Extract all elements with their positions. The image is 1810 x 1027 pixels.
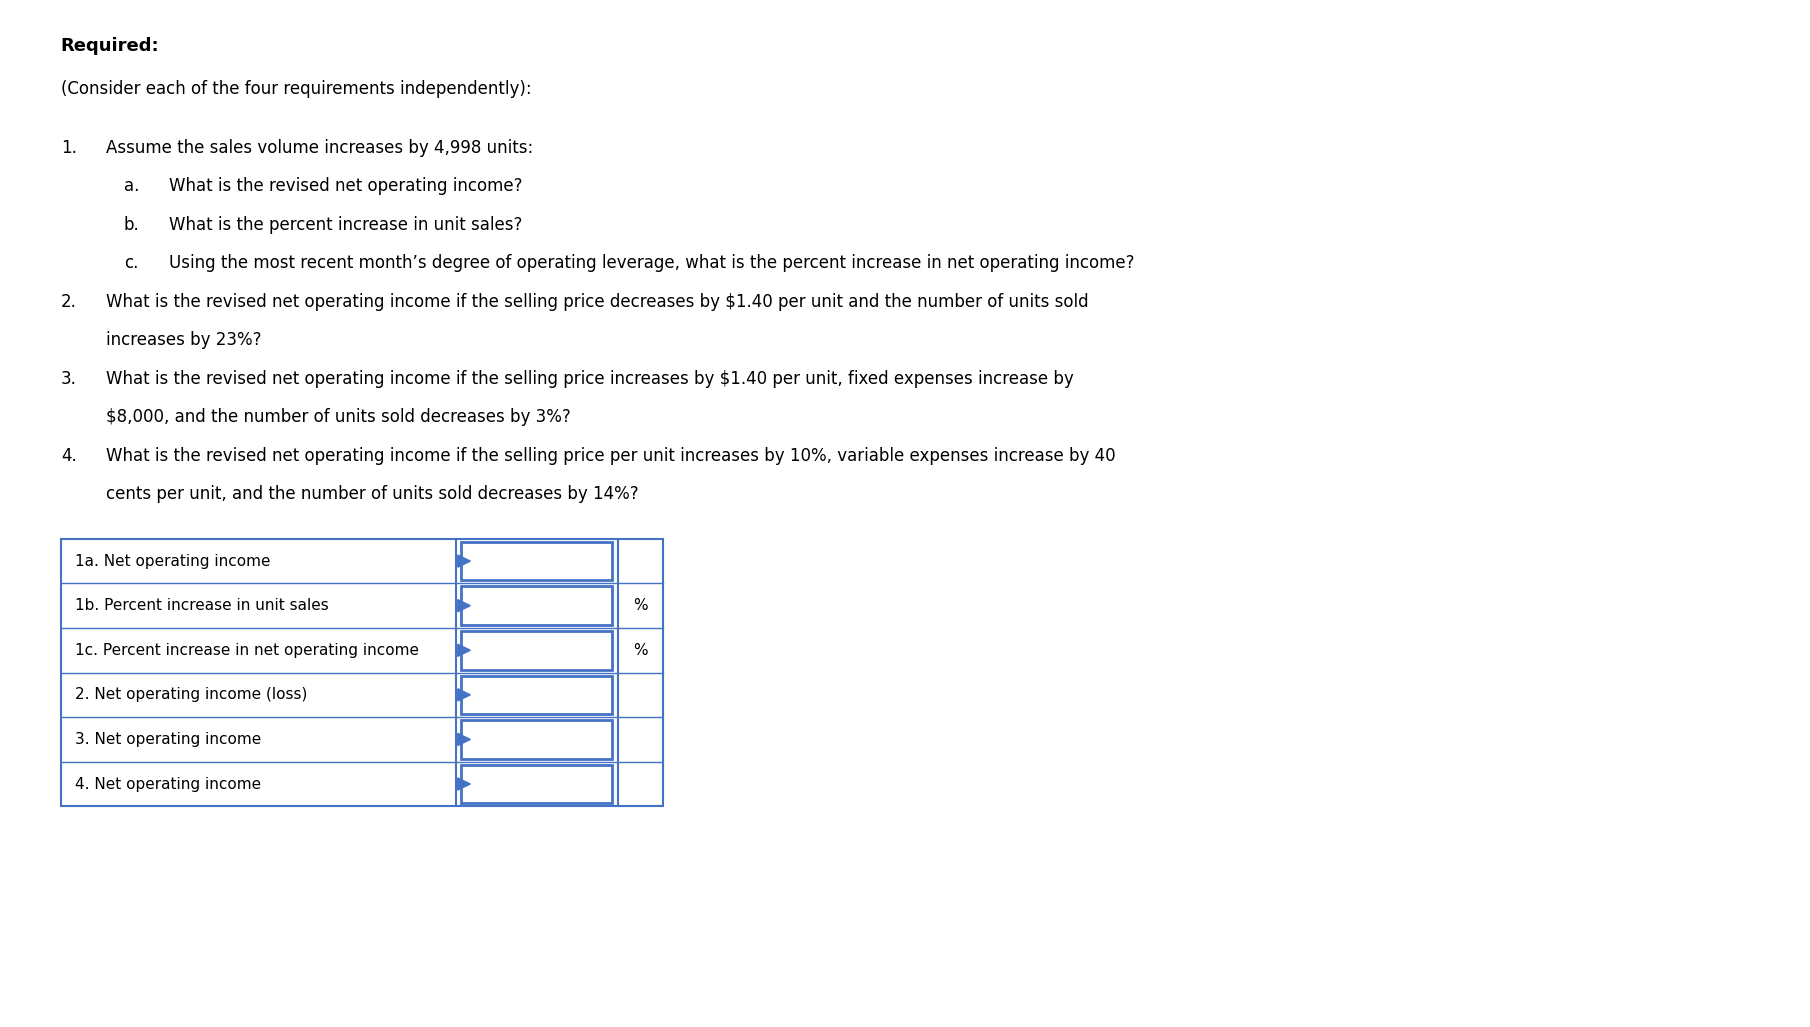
Text: Using the most recent month’s degree of operating leverage, what is the percent : Using the most recent month’s degree of … [168, 254, 1135, 272]
Text: Assume the sales volume increases by 4,998 units:: Assume the sales volume increases by 4,9… [105, 139, 532, 157]
Text: What is the revised net operating income if the selling price per unit increases: What is the revised net operating income… [105, 447, 1115, 464]
Polygon shape [458, 555, 471, 567]
Text: 4.: 4. [62, 447, 76, 464]
Text: 1b. Percent increase in unit sales: 1b. Percent increase in unit sales [76, 598, 329, 613]
Text: 1a. Net operating income: 1a. Net operating income [76, 554, 272, 569]
Text: cents per unit, and the number of units sold decreases by 14%?: cents per unit, and the number of units … [105, 485, 639, 503]
Text: c.: c. [123, 254, 138, 272]
Text: Required:: Required: [62, 37, 159, 55]
Text: 3. Net operating income: 3. Net operating income [76, 732, 261, 747]
Bar [462, 542, 612, 580]
Text: What is the percent increase in unit sales?: What is the percent increase in unit sal… [168, 216, 521, 234]
Polygon shape [458, 689, 471, 700]
Text: What is the revised net operating income if the selling price increases by $1.40: What is the revised net operating income… [105, 370, 1073, 387]
Text: increases by 23%?: increases by 23%? [105, 331, 261, 349]
Text: 2.: 2. [62, 293, 76, 310]
Text: (Consider each of the four requirements independently):: (Consider each of the four requirements … [62, 80, 532, 98]
Bar [462, 676, 612, 714]
Text: 2. Net operating income (loss): 2. Net operating income (loss) [76, 687, 308, 702]
Text: %: % [634, 598, 648, 613]
Text: a.: a. [123, 177, 139, 195]
Text: 3.: 3. [62, 370, 76, 387]
Text: $8,000, and the number of units sold decreases by 3%?: $8,000, and the number of units sold dec… [105, 408, 570, 426]
Bar [462, 765, 612, 803]
Text: 1.: 1. [62, 139, 76, 157]
Polygon shape [458, 644, 471, 656]
Polygon shape [458, 600, 471, 612]
Text: What is the revised net operating income?: What is the revised net operating income… [168, 177, 521, 195]
Bar [462, 586, 612, 625]
Text: b.: b. [123, 216, 139, 234]
Bar [62, 539, 662, 806]
Bar [462, 631, 612, 670]
Polygon shape [458, 777, 471, 790]
Text: 4. Net operating income: 4. Net operating income [76, 776, 261, 792]
Text: 1c. Percent increase in net operating income: 1c. Percent increase in net operating in… [76, 643, 420, 657]
Text: %: % [634, 643, 648, 657]
Bar [462, 720, 612, 759]
Polygon shape [458, 733, 471, 746]
Text: What is the revised net operating income if the selling price decreases by $1.40: What is the revised net operating income… [105, 293, 1088, 310]
